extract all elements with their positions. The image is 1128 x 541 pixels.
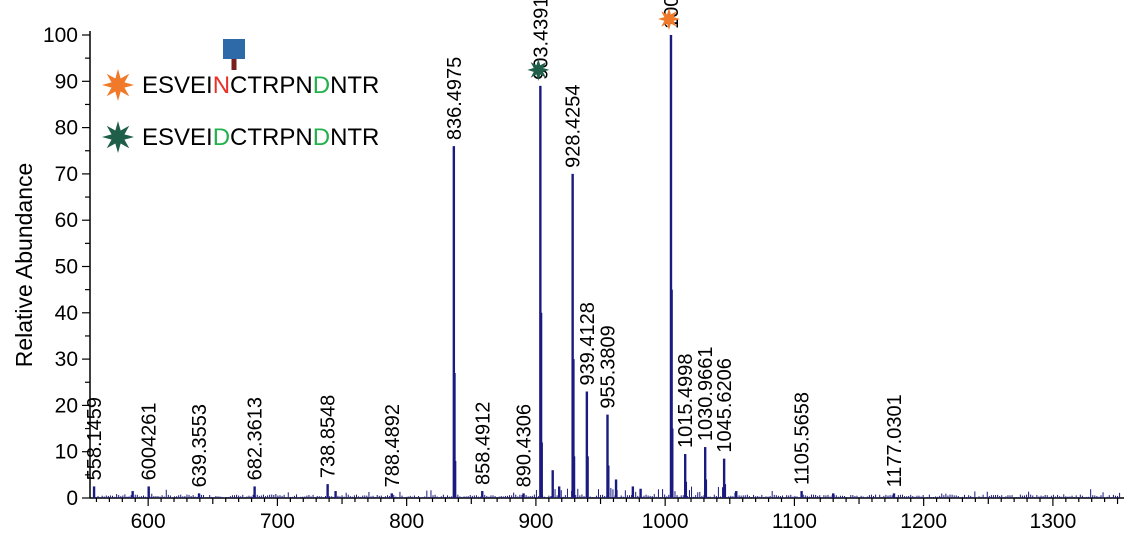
x-tick-label: 1300 <box>1030 510 1077 533</box>
peak-label: 1045.6206 <box>714 358 736 453</box>
sequence-segment: NTR <box>330 124 379 151</box>
peak-label: 903.4391 <box>530 0 552 80</box>
peak-star-icon <box>527 58 550 81</box>
x-tick-label: 1100 <box>772 510 817 533</box>
x-tick-label: 600 <box>131 510 166 533</box>
y-tick-label: 90 <box>55 70 78 93</box>
legend-sequence: ESVEIDCTRPNDNTR <box>142 124 379 151</box>
sequence-segment: N <box>213 72 230 99</box>
y-tick-label: 30 <box>55 348 78 371</box>
peak-label: 1105.5658 <box>792 392 814 485</box>
peak-markers <box>527 8 680 81</box>
legend-sequence: ESVEINCTRPNDNTR <box>142 72 379 99</box>
y-tick-label: 0 <box>66 487 78 510</box>
peak-label: 682.3613 <box>245 397 267 480</box>
x-tick-label: 1000 <box>642 510 689 533</box>
x-tick-label: 800 <box>389 510 424 533</box>
peak-label: 1177.0301 <box>884 394 906 487</box>
y-tick-label: 10 <box>55 441 78 464</box>
sequence-segment: ESVEI <box>142 72 213 99</box>
y-tick-label: 20 <box>55 394 78 417</box>
sequence-segment: D <box>213 124 230 151</box>
peak-label: 558.1459 <box>84 397 106 480</box>
spectrum-peaks <box>92 35 896 498</box>
peak-label: 738.8548 <box>318 395 340 478</box>
peak-label: 939.4128 <box>577 302 599 385</box>
y-tick-label: 40 <box>55 302 78 325</box>
peak-labels: 558.1459 6004261 639.3553 682.3613 738.8548 7… <box>84 0 906 487</box>
y-tick-label: 70 <box>55 163 78 186</box>
sequence-segment: D <box>313 124 330 151</box>
peak-label: 6004261 <box>139 403 161 481</box>
glycan-stem-icon <box>231 59 237 70</box>
peak-label: 955.3809 <box>597 325 619 408</box>
axes: 600 700 800 900 1000 1100 1200 1300 0 10 20 30 40 50 6… <box>43 24 1124 533</box>
peak-label: 836.4975 <box>444 57 466 140</box>
sequence-segment: CTRPN <box>230 124 313 151</box>
x-tick-label: 700 <box>260 510 295 533</box>
sequence-segment: ESVEI <box>142 124 213 151</box>
y-tick-label: 60 <box>55 209 78 232</box>
legend-star-icon <box>102 121 134 153</box>
peak-label: 858.4912 <box>472 402 494 485</box>
y-tick-label: 80 <box>55 117 78 140</box>
sequence-segment: CTRPN <box>230 72 313 99</box>
peak-label: 890.4306 <box>514 404 536 487</box>
peak-label: 639.3553 <box>189 404 211 487</box>
x-tick-label: 900 <box>518 510 553 533</box>
legend-star-icon <box>102 69 134 101</box>
sequence-segment: NTR <box>330 72 379 99</box>
peak-label: 788.4892 <box>382 404 404 487</box>
glycan-square-icon <box>223 39 245 59</box>
peak-label: 1015.4998 <box>675 353 697 448</box>
x-tick-label: 1200 <box>900 510 947 533</box>
y-tick-label: 50 <box>55 256 78 279</box>
peak-label: 1030.9661 <box>695 347 717 442</box>
peak-star-icon <box>657 8 680 30</box>
y-axis-label: Relative Abundance <box>11 163 37 368</box>
sequence-segment: D <box>313 72 330 99</box>
peak-label: 928.4254 <box>563 84 585 167</box>
y-tick-label: 100 <box>43 24 78 47</box>
